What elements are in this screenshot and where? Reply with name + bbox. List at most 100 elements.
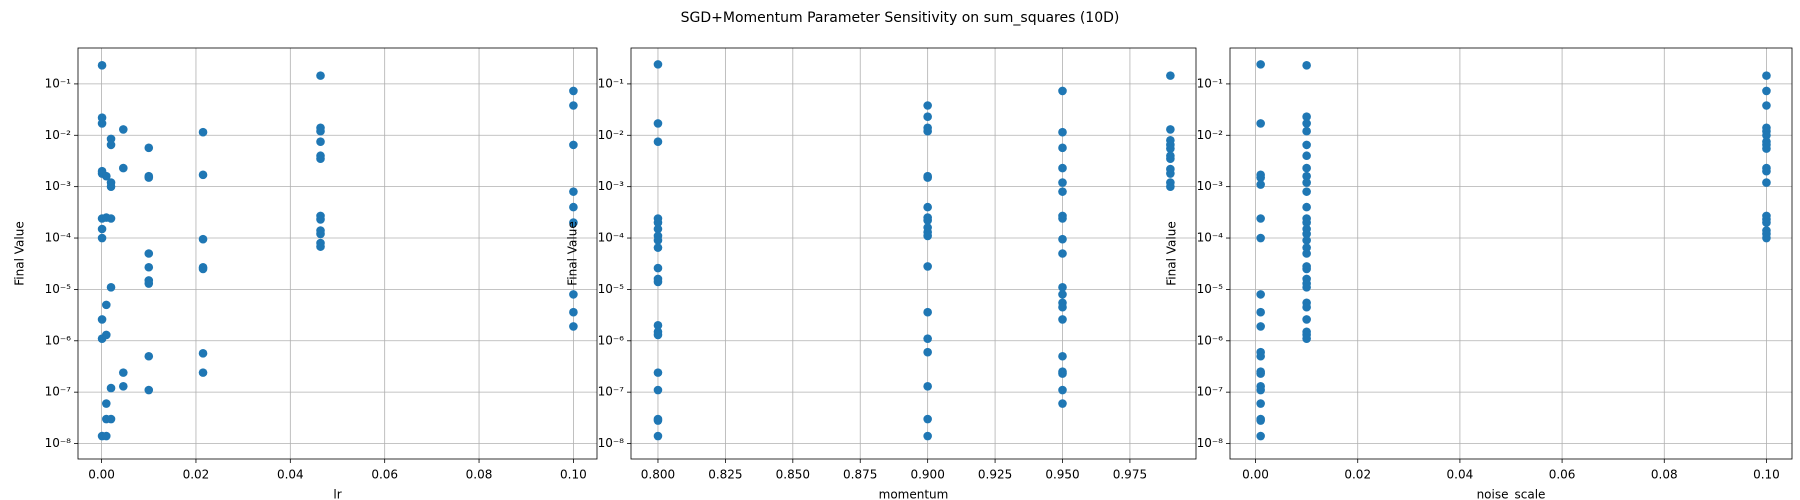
point [1302,178,1311,187]
x-tick-label: 0.10 [560,468,587,482]
point [1762,86,1771,96]
x-tick-label: 0.02 [1344,468,1371,482]
point [1762,178,1771,187]
point [316,229,325,239]
x-tick-label: 0.10 [1753,468,1780,482]
x-tick-label: 0.04 [1447,468,1474,482]
point [1302,187,1311,196]
point [144,262,154,272]
x-tick-label: 0.08 [1651,468,1678,482]
point [923,101,932,110]
point [1058,302,1067,312]
x-tick-label: 0.950 [1045,468,1079,482]
y-tick-label: 10⁻⁸ [45,436,72,450]
point [923,216,932,225]
point [923,112,932,122]
point [97,119,107,128]
y-tick-label: 10⁻⁴ [598,231,625,245]
point [1302,236,1311,245]
point [569,187,578,196]
point [653,368,663,377]
point [198,127,208,137]
point [1058,315,1067,324]
y-tick-label: 10⁻⁷ [1197,385,1224,399]
point [97,61,107,70]
point [1058,249,1067,258]
point [1302,264,1311,274]
point [1302,229,1311,239]
y-tick-label: 10⁻⁶ [598,333,625,347]
y-tick-label: 10⁻¹ [598,76,625,90]
point [1302,119,1311,128]
point [118,368,128,377]
point [198,234,208,244]
point [569,86,578,96]
point [653,330,663,340]
point [653,137,663,147]
x-tick-label: 0.04 [277,468,304,482]
y-tick-label: 10⁻⁴ [45,231,72,245]
point [102,399,111,408]
point [118,125,128,134]
x-tick-label: 0.850 [776,468,810,482]
point [1256,233,1265,243]
point [1302,302,1311,312]
point [653,431,663,441]
point [1166,71,1175,80]
point [316,215,325,224]
point [653,263,663,273]
subplot: 10⁻⁸ 10⁻⁷ 10⁻⁶ 10⁻⁵ 10⁻⁴ 10⁻³ 10⁻² 10⁻¹ 0.00 0.02… [13,47,598,500]
point [923,414,932,424]
point [653,60,663,69]
point [316,126,325,136]
point [316,71,325,80]
point [1166,154,1175,164]
point [1302,249,1311,258]
point [1302,163,1311,173]
point [569,290,578,299]
point [653,385,663,395]
y-tick-label: 10⁻⁸ [598,436,625,450]
y-tick-label: 10⁻³ [598,179,625,193]
point [198,349,208,358]
point [102,171,111,181]
point [1302,218,1311,227]
axes-frame [77,47,598,460]
point [144,351,154,361]
point [923,347,932,357]
point [1166,144,1175,153]
point [144,249,154,258]
point [97,224,107,234]
y-tick-label: 10⁻⁵ [1197,282,1224,296]
subplot: 10⁻⁸ 10⁻⁷ 10⁻⁶ 10⁻⁵ 10⁻⁴ 10⁻³ 10⁻² 10⁻¹ 0.800 0.8… [566,47,1197,500]
x-tick-label: 0.06 [1549,468,1576,482]
point [1256,416,1265,425]
x-tick-label: 0.00 [88,468,115,482]
y-tick-label: 10⁻³ [1197,179,1224,193]
x-tick-label: 0.02 [183,468,210,482]
point [1762,218,1771,227]
point [923,334,932,343]
point [1762,233,1771,243]
point [1058,351,1067,361]
y-tick-label: 10⁻⁴ [1197,231,1224,245]
point [1302,171,1311,181]
point [118,382,128,391]
point [1302,334,1311,343]
y-tick-label: 10⁻⁵ [45,282,72,296]
point [923,431,932,441]
point [1256,173,1265,182]
point [923,231,932,241]
point [1166,169,1175,178]
point [1058,214,1067,223]
point [1256,369,1265,378]
point [1762,144,1771,153]
axes-frame [630,47,1197,460]
point [923,382,932,391]
y-tick-label: 10⁻⁶ [1197,333,1224,347]
point [106,182,116,191]
point [1762,101,1771,110]
point [653,277,663,287]
point [1762,130,1771,140]
point [198,368,208,377]
